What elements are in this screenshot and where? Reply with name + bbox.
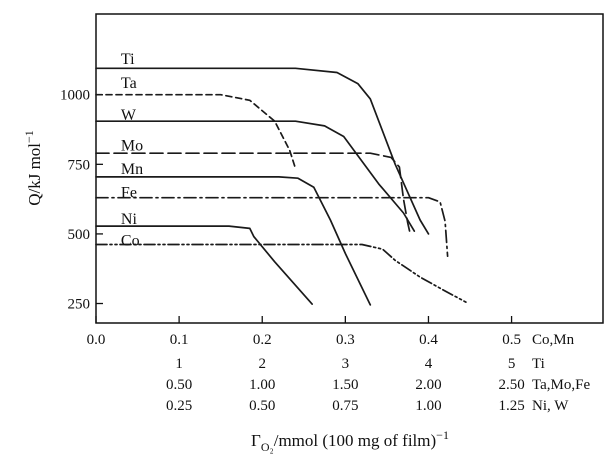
x-tick-label: 1 <box>175 356 183 372</box>
x-axis-label-superscript: −1 <box>436 428 449 442</box>
x-tick-label: 0.2 <box>253 332 272 348</box>
series-curve-fe <box>95 196 449 258</box>
x-tick-label: 3 <box>342 356 350 372</box>
x-axis-label-subscript: O₂ <box>261 440 274 454</box>
series-curve-mo <box>95 152 412 235</box>
x-row-label: Ta,Mo,Fe <box>532 377 590 393</box>
y-axis-label-main: Q/kJ mol <box>25 143 44 206</box>
x-tick-label: 0.5 <box>502 332 521 348</box>
x-tick-label: 2 <box>258 356 266 372</box>
x-tick-label: 1.00 <box>249 377 275 393</box>
x-tick-label: 0.1 <box>170 332 189 348</box>
x-tick-label: 0.3 <box>336 332 355 348</box>
series-label-co: Co <box>121 233 140 250</box>
x-axis-ticks <box>95 316 513 323</box>
series-label-fe: Fe <box>121 185 137 202</box>
x-tick-label: 0.50 <box>249 398 275 414</box>
series-label-ta: Ta <box>121 75 137 92</box>
x-axis-label-rest: /mmol (100 mg of film) <box>274 431 436 450</box>
series-curve-ti <box>95 67 430 235</box>
x-row-label: Co,Mn <box>532 332 575 348</box>
y-tick-label: 250 <box>68 297 91 313</box>
x-tick-label: 1.25 <box>498 398 524 414</box>
series-curve-ni <box>95 225 313 305</box>
series-label-ti: Ti <box>121 51 135 68</box>
x-row-label: Ni, W <box>532 398 569 414</box>
series-curve-w <box>95 120 416 232</box>
x-tick-label: 0.25 <box>166 398 192 414</box>
x-tick-label: 0.4 <box>419 332 438 348</box>
x-axis-label-symbol: Γ <box>251 431 261 450</box>
x-tick-label: 4 <box>425 356 433 372</box>
y-tick-label: 500 <box>68 227 91 243</box>
series-curve-mn <box>95 176 372 306</box>
series-label-mn: Mn <box>121 161 143 178</box>
y-tick-label: 1000 <box>60 88 90 104</box>
series-labels: Ti Ta W Mo Mn Fe Ni Co <box>121 51 143 250</box>
y-axis-label: Q/kJ mol−1 <box>22 130 44 206</box>
x-tick-label: 0.50 <box>166 377 192 393</box>
series-curves <box>95 67 467 306</box>
y-axis-label-superscript: −1 <box>22 130 36 143</box>
x-tick-label: 5 <box>508 356 516 372</box>
x-axis-label: ΓO₂/mmol (100 mg of film)−1 <box>251 428 449 454</box>
series-label-ni: Ni <box>121 211 138 228</box>
x-tick-label: 0.75 <box>332 398 358 414</box>
x-axis-rows: 0.0 0.1 0.2 0.3 0.4 0.5 Co,Mn 1 2 3 4 5 Ti 0.50 1.00 1.… <box>87 332 591 414</box>
y-axis-ticks: 250 500 750 1000 <box>60 88 103 313</box>
plot-frame <box>95 13 604 324</box>
series-label-w: W <box>121 107 137 124</box>
x-tick-label: 1.00 <box>415 398 441 414</box>
x-tick-label: 0.0 <box>87 332 106 348</box>
y-tick-label: 750 <box>68 157 91 173</box>
series-curve-co <box>95 243 467 303</box>
x-tick-label: 2.50 <box>498 377 524 393</box>
x-row-label: Ti <box>532 356 545 372</box>
series-curve-ta <box>95 93 297 170</box>
x-tick-label: 1.50 <box>332 377 358 393</box>
x-tick-label: 2.00 <box>415 377 441 393</box>
series-label-mo: Mo <box>121 137 143 154</box>
